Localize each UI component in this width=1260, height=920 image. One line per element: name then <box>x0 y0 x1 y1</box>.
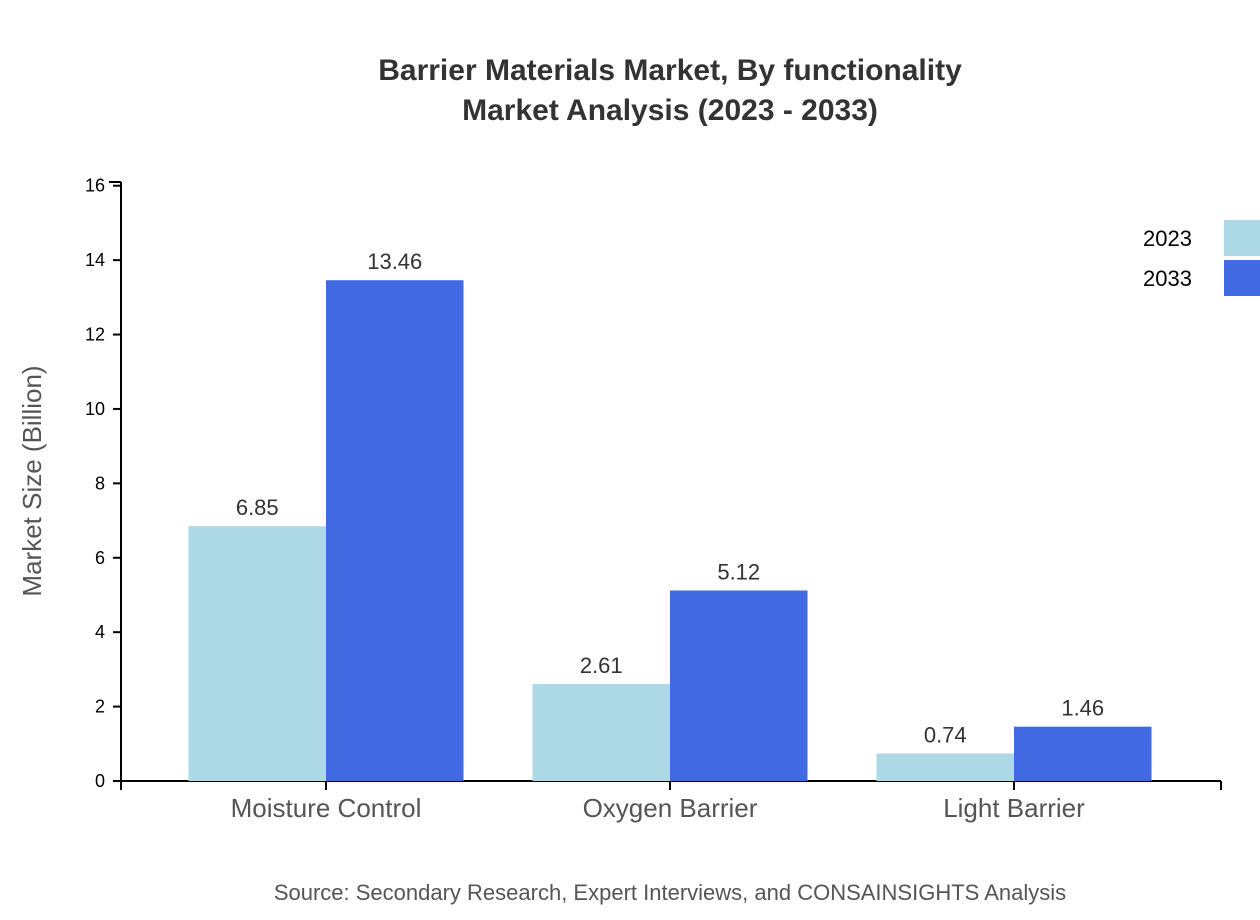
x-tick-label: Moisture Control <box>231 793 422 823</box>
chart-title: Barrier Materials Market, By functionali… <box>378 54 962 87</box>
bar-2023 <box>188 526 326 781</box>
legend-label: 2023 <box>1143 226 1192 251</box>
data-label: 2.61 <box>580 653 623 678</box>
x-tick-label: Light Barrier <box>943 793 1085 823</box>
chart-subtitle: Market Analysis (2023 - 2033) <box>462 94 878 127</box>
x-tick-label: Oxygen Barrier <box>583 793 758 823</box>
legend-label: 2033 <box>1143 266 1192 291</box>
bar-2033 <box>326 280 464 781</box>
source-note: Source: Secondary Research, Expert Inter… <box>274 880 1066 905</box>
bar-2033 <box>670 590 808 781</box>
bar-2023 <box>532 683 670 781</box>
y-tick-label: 2 <box>95 697 105 717</box>
legend-swatch <box>1224 260 1260 296</box>
y-axis-label: Market Size (Billion) <box>17 365 47 596</box>
y-tick-label: 14 <box>85 250 105 270</box>
y-tick-label: 0 <box>95 771 105 791</box>
data-label: 6.85 <box>236 495 279 520</box>
legend-swatch <box>1224 220 1260 256</box>
data-label: 5.12 <box>717 560 760 585</box>
y-tick-label: 16 <box>85 176 105 196</box>
y-tick-label: 4 <box>95 622 105 642</box>
y-tick-label: 6 <box>95 548 105 568</box>
data-label: 0.74 <box>924 722 967 747</box>
y-tick-label: 10 <box>85 399 105 419</box>
bar-2033 <box>1014 726 1152 781</box>
data-label: 13.46 <box>367 249 422 274</box>
data-label: 1.46 <box>1061 696 1104 721</box>
y-tick-label: 12 <box>85 325 105 345</box>
bar-2023 <box>876 753 1014 781</box>
y-tick-label: 8 <box>95 473 105 493</box>
